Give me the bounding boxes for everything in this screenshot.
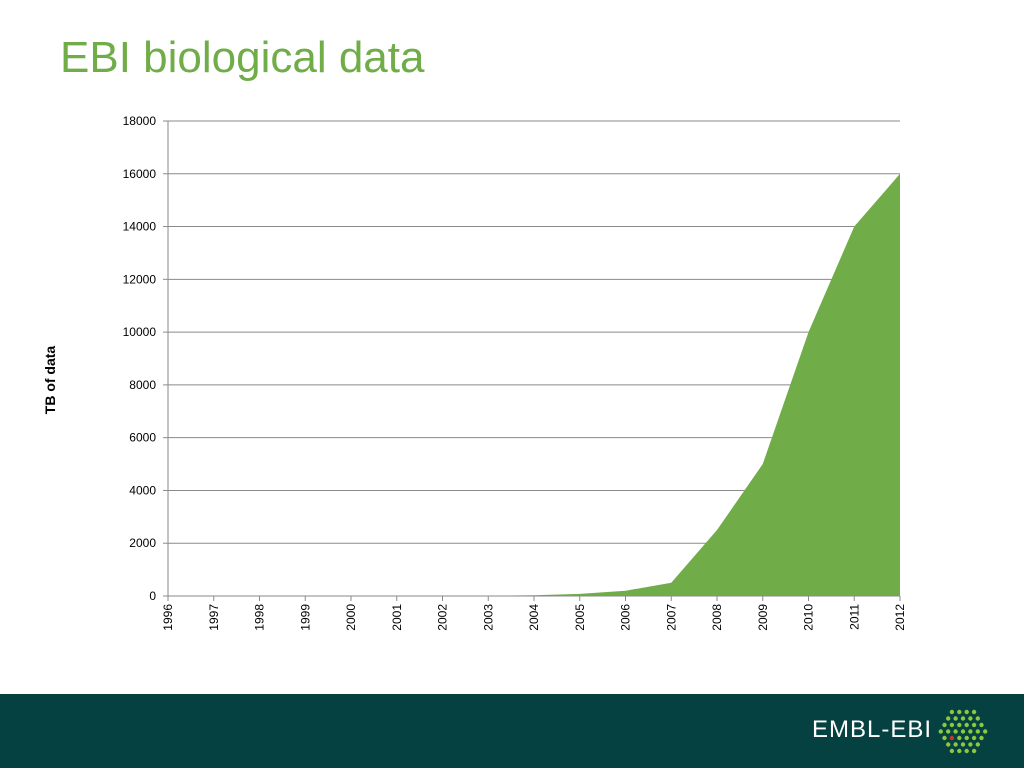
logo-dot [960,742,966,747]
footer-brand: EMBL-EBI [811,716,932,743]
logo-dot [971,735,977,741]
logo-dot [949,735,955,741]
y-tick-label: 6000 [129,431,156,445]
embl-ebi-dot-hexagon-icon [938,709,988,754]
logo-dot [953,716,958,721]
logo-dot [964,735,969,741]
logo-dot [946,716,951,721]
logo-dot [971,722,977,728]
x-tick-label: 2008 [710,604,724,631]
logo-dot [964,709,969,715]
slide-title: EBI biological data [60,33,425,82]
y-tick-labels: 0 2000 4000 6000 8000 10000 12000 14000 16000 180… [123,114,157,603]
logo-dot [975,742,980,747]
x-tick-label: 1998 [253,604,267,631]
y-tick-label: 10000 [123,325,157,339]
logo-dot [942,735,947,741]
x-tick-label: 2001 [390,604,404,631]
logo-dot [964,722,969,728]
y-axis-title: TB of data [42,346,58,415]
logo-dot [968,742,973,747]
x-tick-label: 1996 [161,604,175,631]
logo-dot [957,748,962,754]
x-tick-label: 2010 [802,604,816,631]
y-tick-label: 4000 [129,483,156,497]
y-tick-label: 8000 [129,378,156,392]
logo-dot [960,729,966,734]
area-chart: 0 2000 4000 6000 8000 10000 12000 14000 16000 180… [42,114,907,631]
x-tick-label: 2004 [527,604,541,631]
logo-dot [975,716,980,721]
logo-dot [949,722,955,728]
x-tick-label: 1999 [298,604,312,631]
logo-dot [975,729,980,734]
x-tick-label: 1997 [207,604,221,631]
logo-dot [957,722,962,728]
x-tick-label: 2003 [481,604,495,631]
logo-dot [971,748,977,754]
x-tick-label: 2007 [664,604,678,631]
logo-dot [957,735,962,741]
logo-dot [979,722,984,728]
y-tick-label: 16000 [123,167,157,181]
y-tick-label: 0 [149,589,156,603]
x-tick-label: 2009 [756,604,770,631]
x-tick-label: 2012 [893,604,907,631]
logo-dot [971,709,977,715]
logo-dot [953,729,958,734]
logo-dot [983,729,988,734]
logo-dot [964,748,969,754]
footer-bar: EMBL-EBI [0,694,1024,768]
area-series [168,173,900,596]
logo-dot [968,716,973,721]
logo-dot [968,729,973,734]
logo-dot [949,748,955,754]
x-tick-labels: 1996 1997 1998 1999 2000 2001 2002 2003 2004 2005… [161,604,907,631]
logo-dot [960,716,966,721]
x-tick-label: 2011 [847,604,861,630]
y-tick-label: 14000 [123,220,157,234]
series-area-tb-of-data [168,173,900,596]
x-tick-label: 2005 [573,604,587,631]
logo-dot [979,735,984,741]
logo-dot [946,729,951,734]
logo-dot [953,742,958,747]
logo-dot [946,742,951,747]
y-tick-label: 18000 [123,114,157,128]
logo-dot [938,729,943,734]
y-tick-label: 2000 [129,536,156,550]
axes [167,121,901,601]
x-tick-label: 2006 [619,604,633,631]
logo-dot [942,722,947,728]
logo-dot [949,709,955,715]
x-tick-label: 2002 [436,604,450,631]
gridlines [163,120,900,597]
logo-dot [957,709,962,715]
y-tick-label: 12000 [123,272,157,286]
x-tick-label: 2000 [344,604,358,631]
